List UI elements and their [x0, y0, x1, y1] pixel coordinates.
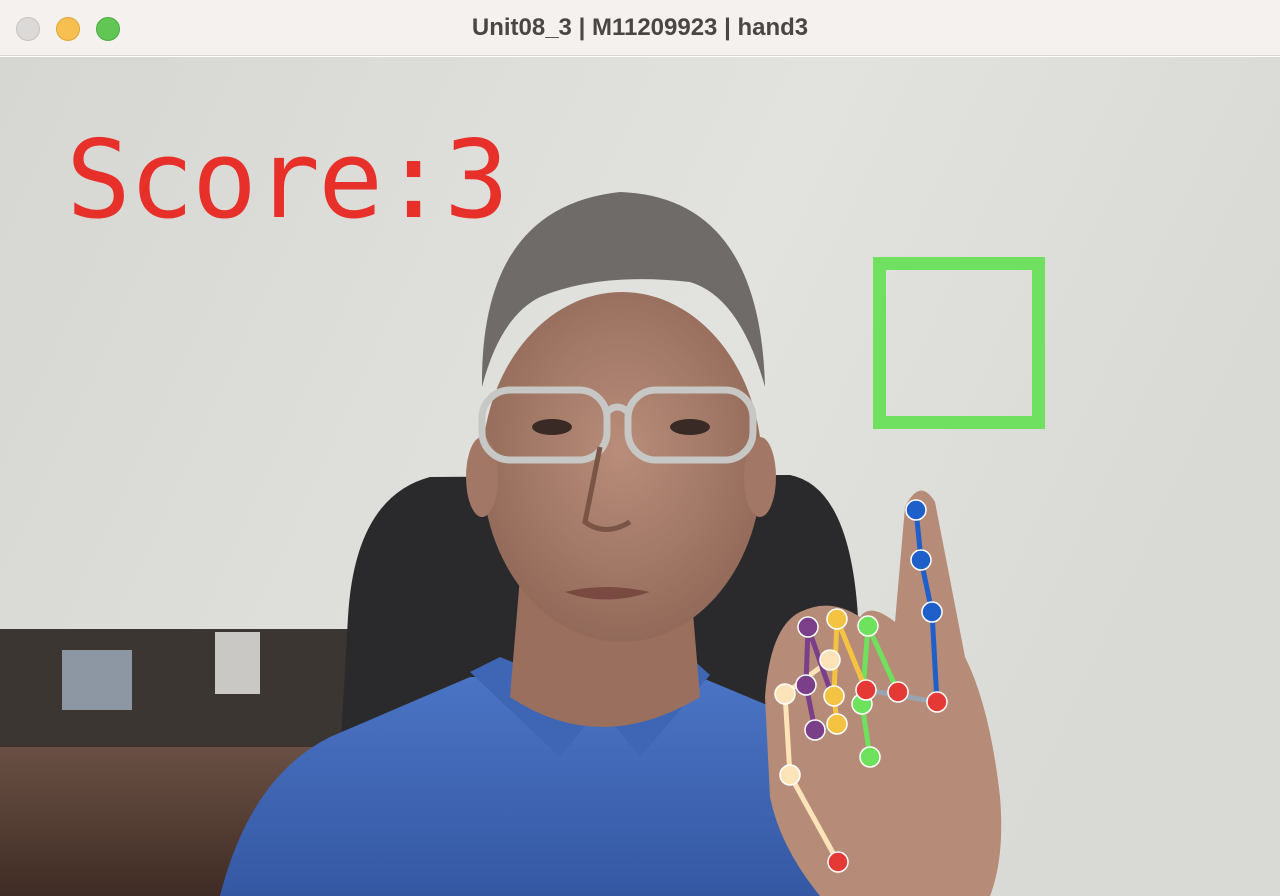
landmark-index-mcp — [926, 691, 948, 713]
right-eye — [670, 419, 710, 435]
background-frame — [215, 632, 260, 694]
pinky-bone-0 — [805, 626, 833, 691]
hair — [481, 192, 765, 387]
nose — [582, 446, 632, 532]
right-ear — [744, 437, 776, 517]
window-title: Unit08_3 | M11209923 | hand3 — [471, 14, 809, 41]
minimize-button[interactable] — [56, 17, 80, 41]
landmark-pinky-dip — [795, 674, 817, 696]
ring-bone-0 — [834, 618, 869, 691]
landmark-index-pip — [921, 601, 943, 623]
face — [482, 292, 762, 642]
thumb-bone-0 — [787, 773, 841, 864]
landmark-thumb-mcp — [774, 683, 796, 705]
glasses — [478, 386, 757, 464]
background-monitor — [62, 650, 132, 710]
score-label: Score:3 — [66, 118, 509, 243]
landmark-ring-tip — [826, 713, 848, 735]
landmark-pinky-tip — [804, 719, 826, 741]
camera-frame — [0, 57, 1280, 896]
left-ear — [466, 437, 498, 517]
landmark-index-tip — [905, 499, 927, 521]
landmark-thumb-cmc — [779, 764, 801, 786]
landmark-middle-mcp — [887, 681, 909, 703]
middle-bone-0 — [865, 624, 901, 694]
zoom-button[interactable] — [96, 17, 120, 41]
title-bar[interactable]: Unit08_3 | M11209923 | hand3 — [0, 0, 1280, 56]
landmark-middle-pip — [857, 615, 879, 637]
blue-shirt — [220, 677, 930, 896]
mouth — [565, 587, 650, 600]
target-box — [873, 257, 1045, 429]
close-button[interactable] — [16, 17, 40, 41]
hand-landmark-skeleton — [774, 499, 948, 873]
landmark-ring-pip — [826, 608, 848, 630]
background-shelf — [0, 629, 360, 759]
landmark-index-dip — [910, 549, 932, 571]
landmark-middle-tip — [859, 746, 881, 768]
landmark-ring-dip — [823, 685, 845, 707]
thumb-bone-1 — [782, 693, 793, 776]
left-eye — [532, 419, 572, 435]
landmark-thumb-tip — [819, 649, 841, 671]
landmark-wrist — [827, 851, 849, 873]
landmark-ring-mcp — [855, 679, 877, 701]
camera-view: Score:3 — [0, 57, 1280, 896]
index-bone-0 — [929, 611, 940, 703]
landmark-pinky-pip — [797, 616, 819, 638]
